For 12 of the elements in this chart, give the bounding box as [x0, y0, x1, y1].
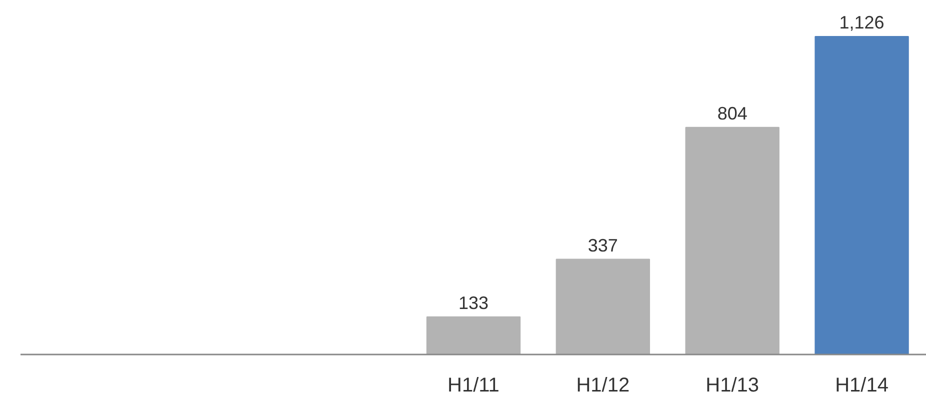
- x-tick-label: H1/13: [706, 374, 760, 396]
- x-tick-label: H1/12: [576, 374, 630, 396]
- bar: [685, 126, 780, 354]
- data-label: 1,126: [839, 12, 884, 32]
- x-tick-label: H1/11: [448, 374, 500, 396]
- data-label: 804: [717, 103, 748, 124]
- data-label: 337: [588, 235, 618, 256]
- bar: [426, 316, 521, 354]
- x-tick-label: H1/14: [835, 374, 888, 396]
- data-label: 133: [458, 292, 489, 313]
- bar: [556, 258, 650, 354]
- bar: [814, 36, 909, 354]
